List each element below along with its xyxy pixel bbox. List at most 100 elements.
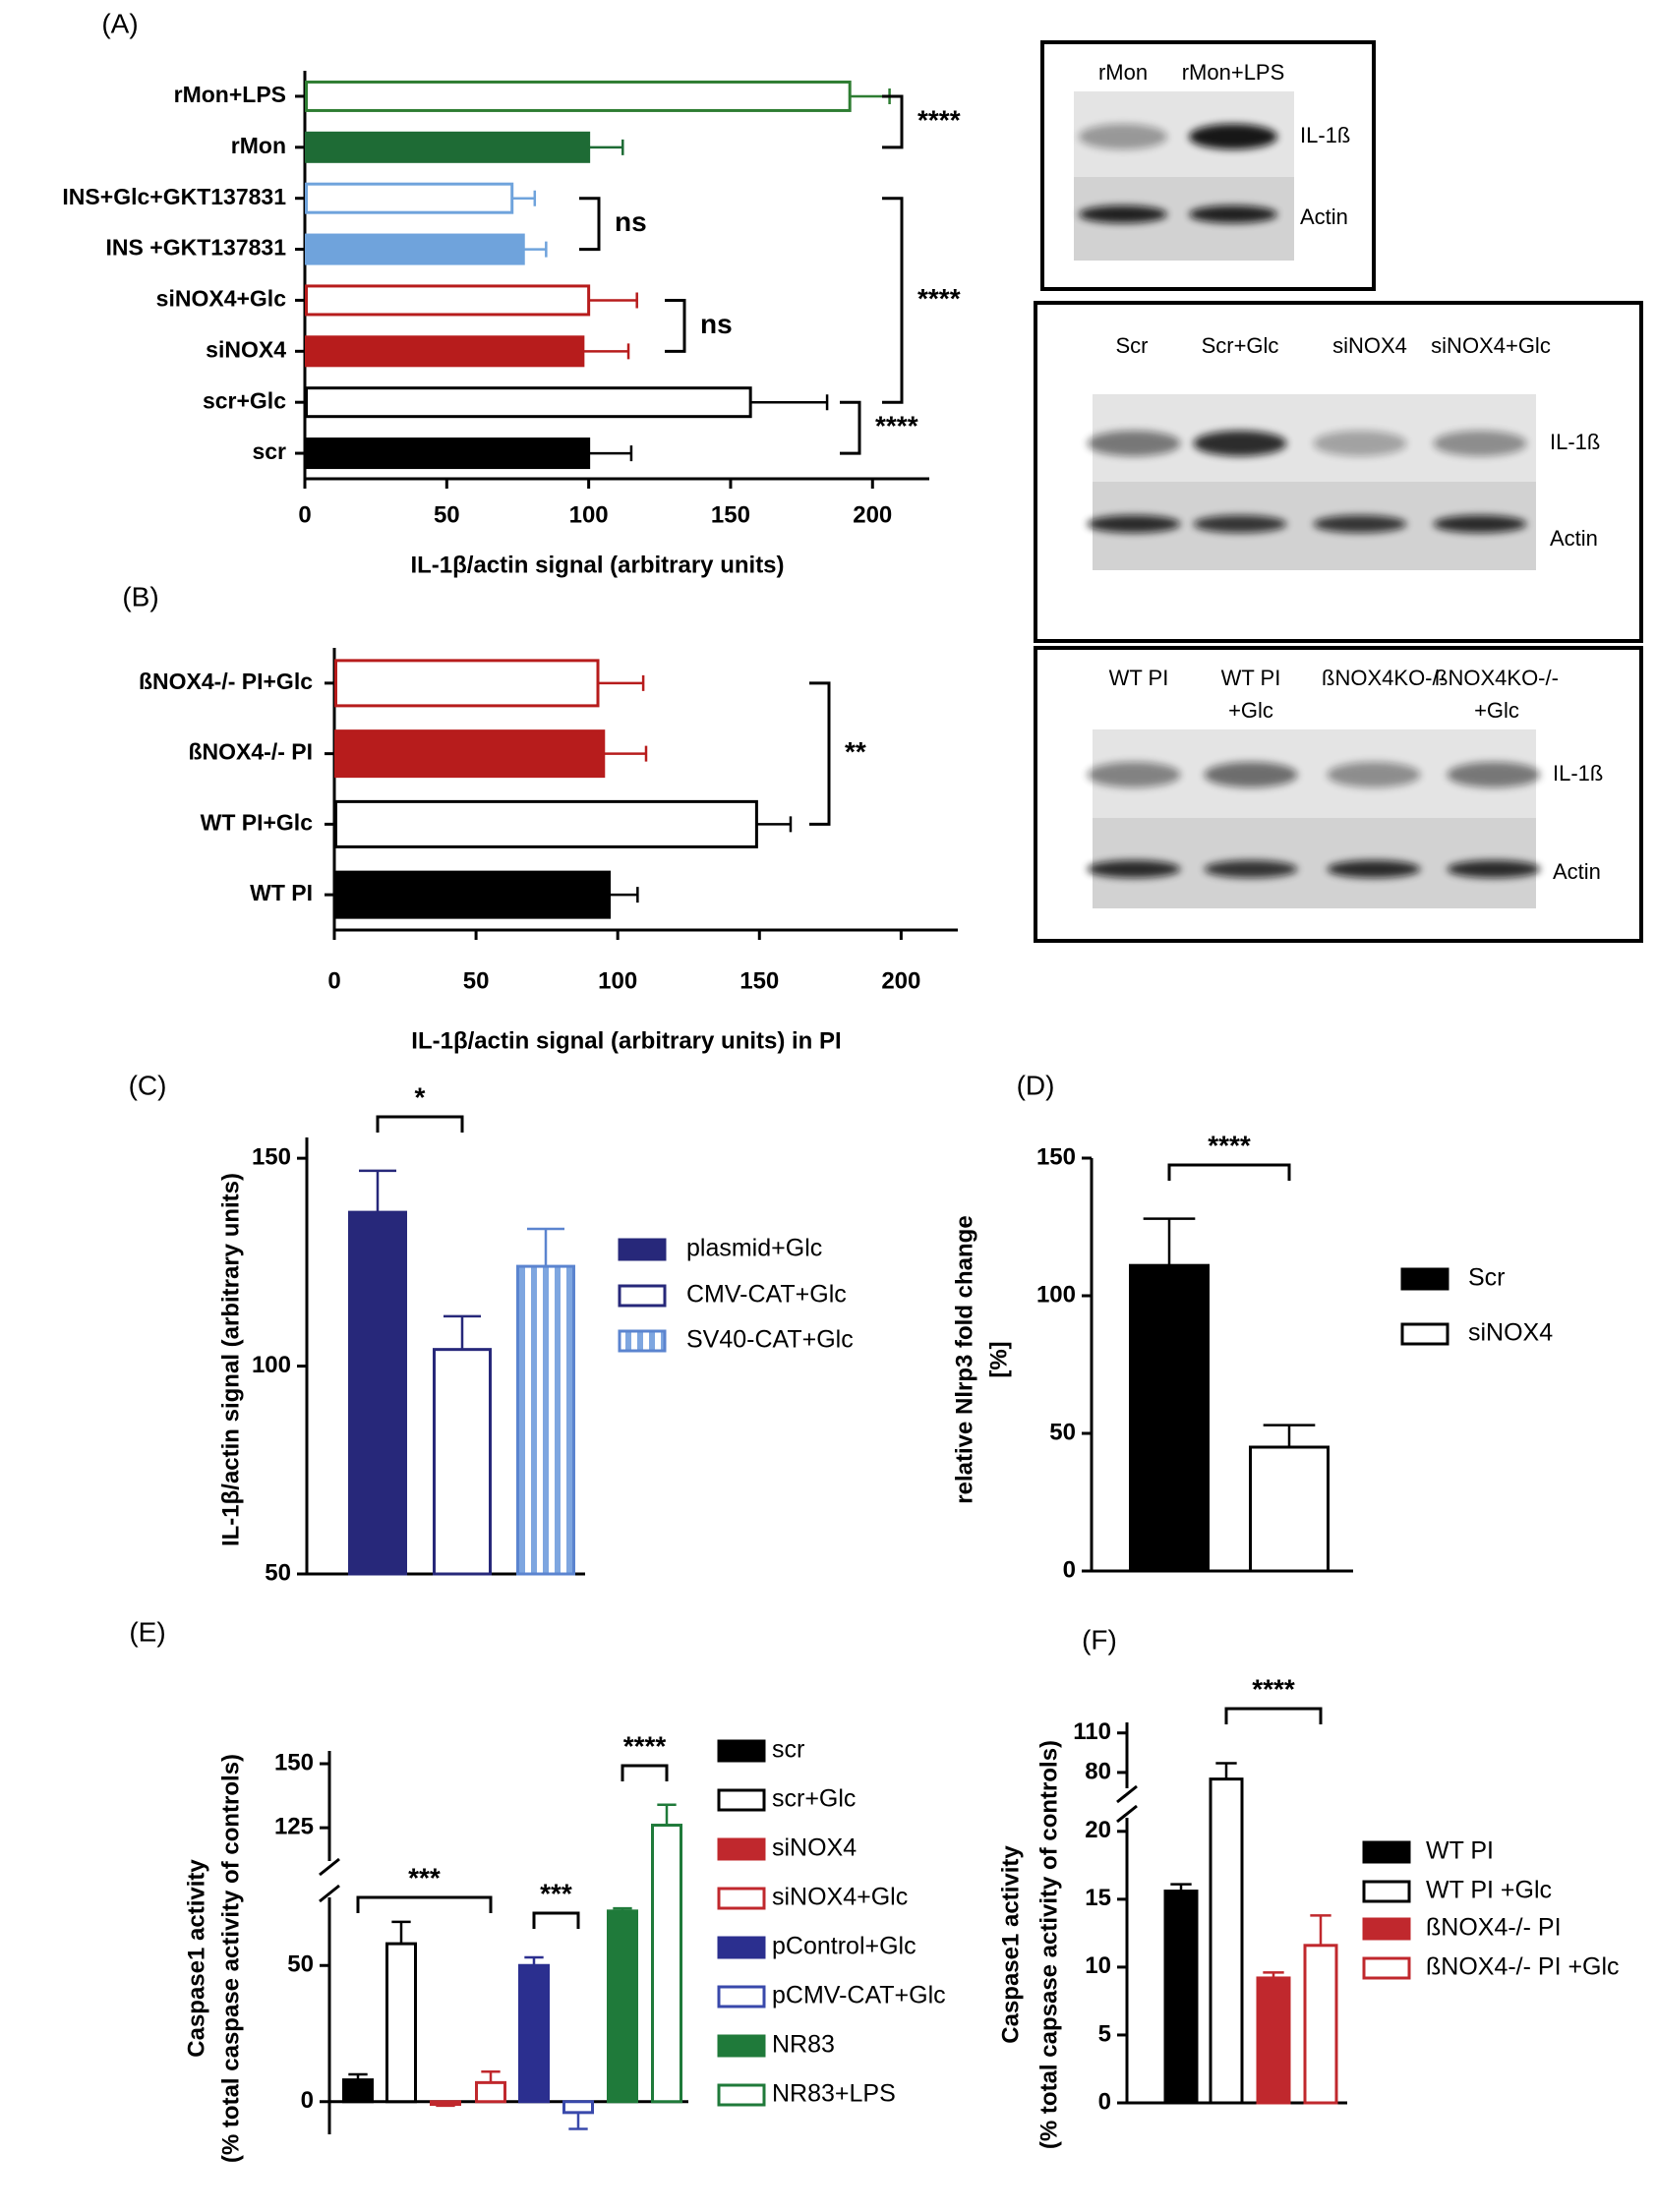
legend-swatch bbox=[1362, 1956, 1411, 1980]
y-axis-label: (% total caspase activity of controls) bbox=[217, 1754, 244, 2163]
legend-label: plasmid+Glc bbox=[686, 1235, 822, 1262]
legend-swatch bbox=[717, 1936, 766, 1959]
x-tick-label: 100 bbox=[598, 967, 637, 994]
bar bbox=[348, 1210, 407, 1576]
error-bar bbox=[582, 343, 630, 360]
blot-band bbox=[1313, 515, 1407, 533]
x-tick-label: 50 bbox=[434, 501, 460, 528]
bar bbox=[433, 1348, 492, 1576]
category-label: scr bbox=[252, 438, 286, 464]
category-label: siNOX4+Glc bbox=[156, 286, 287, 312]
y-axis-label: relative Nlrp3 fold change bbox=[951, 1215, 977, 1503]
lane-label: WT PI bbox=[1221, 666, 1281, 690]
x-tick-label: 200 bbox=[881, 967, 920, 994]
bar bbox=[1249, 1445, 1330, 1573]
error-bar bbox=[603, 745, 648, 762]
panel-label: (E) bbox=[129, 1616, 165, 1647]
blot-band bbox=[1193, 431, 1287, 456]
y-tick-label: 0 bbox=[1063, 1556, 1076, 1583]
significance-label: **** bbox=[917, 104, 961, 135]
lane-label: +Glc bbox=[1228, 698, 1273, 723]
bar bbox=[1256, 1976, 1291, 2105]
error-bar bbox=[750, 394, 829, 411]
significance-label: **** bbox=[1208, 1130, 1251, 1160]
lane-label: WT PI bbox=[1109, 666, 1169, 690]
lane-label: +Glc bbox=[1474, 698, 1519, 723]
legend-swatch bbox=[1400, 1267, 1449, 1291]
legend-swatch bbox=[717, 1837, 766, 1861]
y-tick-label: 15 bbox=[1085, 1885, 1111, 1911]
legend-swatch bbox=[717, 1887, 766, 1910]
error-bar bbox=[1170, 1883, 1192, 1892]
band-label: IL-1ß bbox=[1300, 123, 1350, 147]
significance-bracket bbox=[579, 197, 601, 252]
error-bar bbox=[588, 445, 633, 462]
legend-label: Scr bbox=[1468, 1264, 1506, 1292]
legend-label: ßNOX4-/- PI bbox=[1426, 1914, 1562, 1942]
bar bbox=[334, 799, 758, 848]
significance-label: **** bbox=[875, 411, 918, 441]
lane-label: rMon bbox=[1098, 60, 1148, 85]
legend-swatch bbox=[618, 1329, 667, 1353]
blot-band bbox=[1193, 515, 1287, 533]
legend-swatch bbox=[717, 1739, 766, 1763]
error-bar bbox=[391, 1920, 411, 1945]
error-bar bbox=[598, 674, 645, 691]
significance-bracket bbox=[376, 1115, 464, 1133]
error-bar bbox=[524, 1955, 544, 1966]
axis-break bbox=[1116, 1784, 1138, 1804]
axis-break bbox=[319, 1884, 340, 1903]
bar bbox=[430, 2100, 461, 2107]
y-tick-label: 150 bbox=[252, 1143, 291, 1170]
significance-bracket bbox=[532, 1911, 580, 1929]
bar bbox=[334, 659, 600, 708]
x-axis-label: IL-1β/actin signal (arbitrary units) bbox=[410, 552, 784, 578]
blot-band bbox=[1204, 860, 1298, 878]
blot-band bbox=[1087, 860, 1181, 878]
legend-swatch bbox=[1362, 1840, 1411, 1864]
error-bar bbox=[527, 1227, 564, 1267]
y-axis-label: Caspase1 activity bbox=[183, 1859, 209, 2058]
significance-bracket bbox=[882, 94, 904, 149]
y-axis-label: [%] bbox=[985, 1341, 1012, 1377]
blot-band bbox=[1204, 762, 1298, 787]
panel-label: (C) bbox=[129, 1070, 167, 1100]
error-bar bbox=[1263, 1971, 1284, 1978]
blot-band bbox=[1189, 124, 1277, 149]
y-tick-label: 0 bbox=[1098, 2088, 1111, 2115]
axis-break bbox=[1116, 1804, 1138, 1824]
blot-band bbox=[1079, 205, 1167, 223]
bar bbox=[475, 2080, 506, 2104]
x-tick-label: 100 bbox=[569, 501, 609, 528]
legend-label: NR83+LPS bbox=[772, 2080, 896, 2108]
error-bar bbox=[1215, 1762, 1237, 1779]
error-bar bbox=[657, 1803, 677, 1826]
significance-bracket bbox=[356, 1895, 493, 1913]
blot-band bbox=[1079, 124, 1167, 149]
bar bbox=[305, 233, 525, 265]
y-tick-label: 50 bbox=[287, 1951, 314, 1978]
x-tick-label: 50 bbox=[463, 967, 490, 994]
bar bbox=[1129, 1263, 1210, 1573]
significance-bracket bbox=[882, 197, 904, 404]
legend-swatch bbox=[1362, 1917, 1411, 1941]
lane-label: rMon+LPS bbox=[1182, 60, 1285, 85]
y-tick-label: 150 bbox=[274, 1749, 314, 1775]
blot-band bbox=[1189, 205, 1277, 223]
category-label: WT PI bbox=[250, 880, 313, 905]
lane-label: ßNOX4KO-/- bbox=[1435, 666, 1559, 690]
bar bbox=[1163, 1890, 1199, 2105]
significance-bracket bbox=[840, 400, 861, 455]
y-tick-label: 110 bbox=[1073, 1718, 1111, 1745]
legend-swatch bbox=[717, 2034, 766, 2058]
y-tick-label: 80 bbox=[1085, 1758, 1111, 1784]
error-bar bbox=[1310, 1914, 1331, 1946]
bar bbox=[1209, 1777, 1244, 2105]
significance-label: **** bbox=[1252, 1673, 1295, 1704]
y-tick-label: 5 bbox=[1098, 2020, 1111, 2047]
lane-label: siNOX4 bbox=[1332, 333, 1407, 358]
y-tick-label: 125 bbox=[274, 1813, 314, 1839]
category-label: INS+Glc+GKT137831 bbox=[62, 184, 286, 209]
x-tick-label: 0 bbox=[327, 967, 340, 994]
